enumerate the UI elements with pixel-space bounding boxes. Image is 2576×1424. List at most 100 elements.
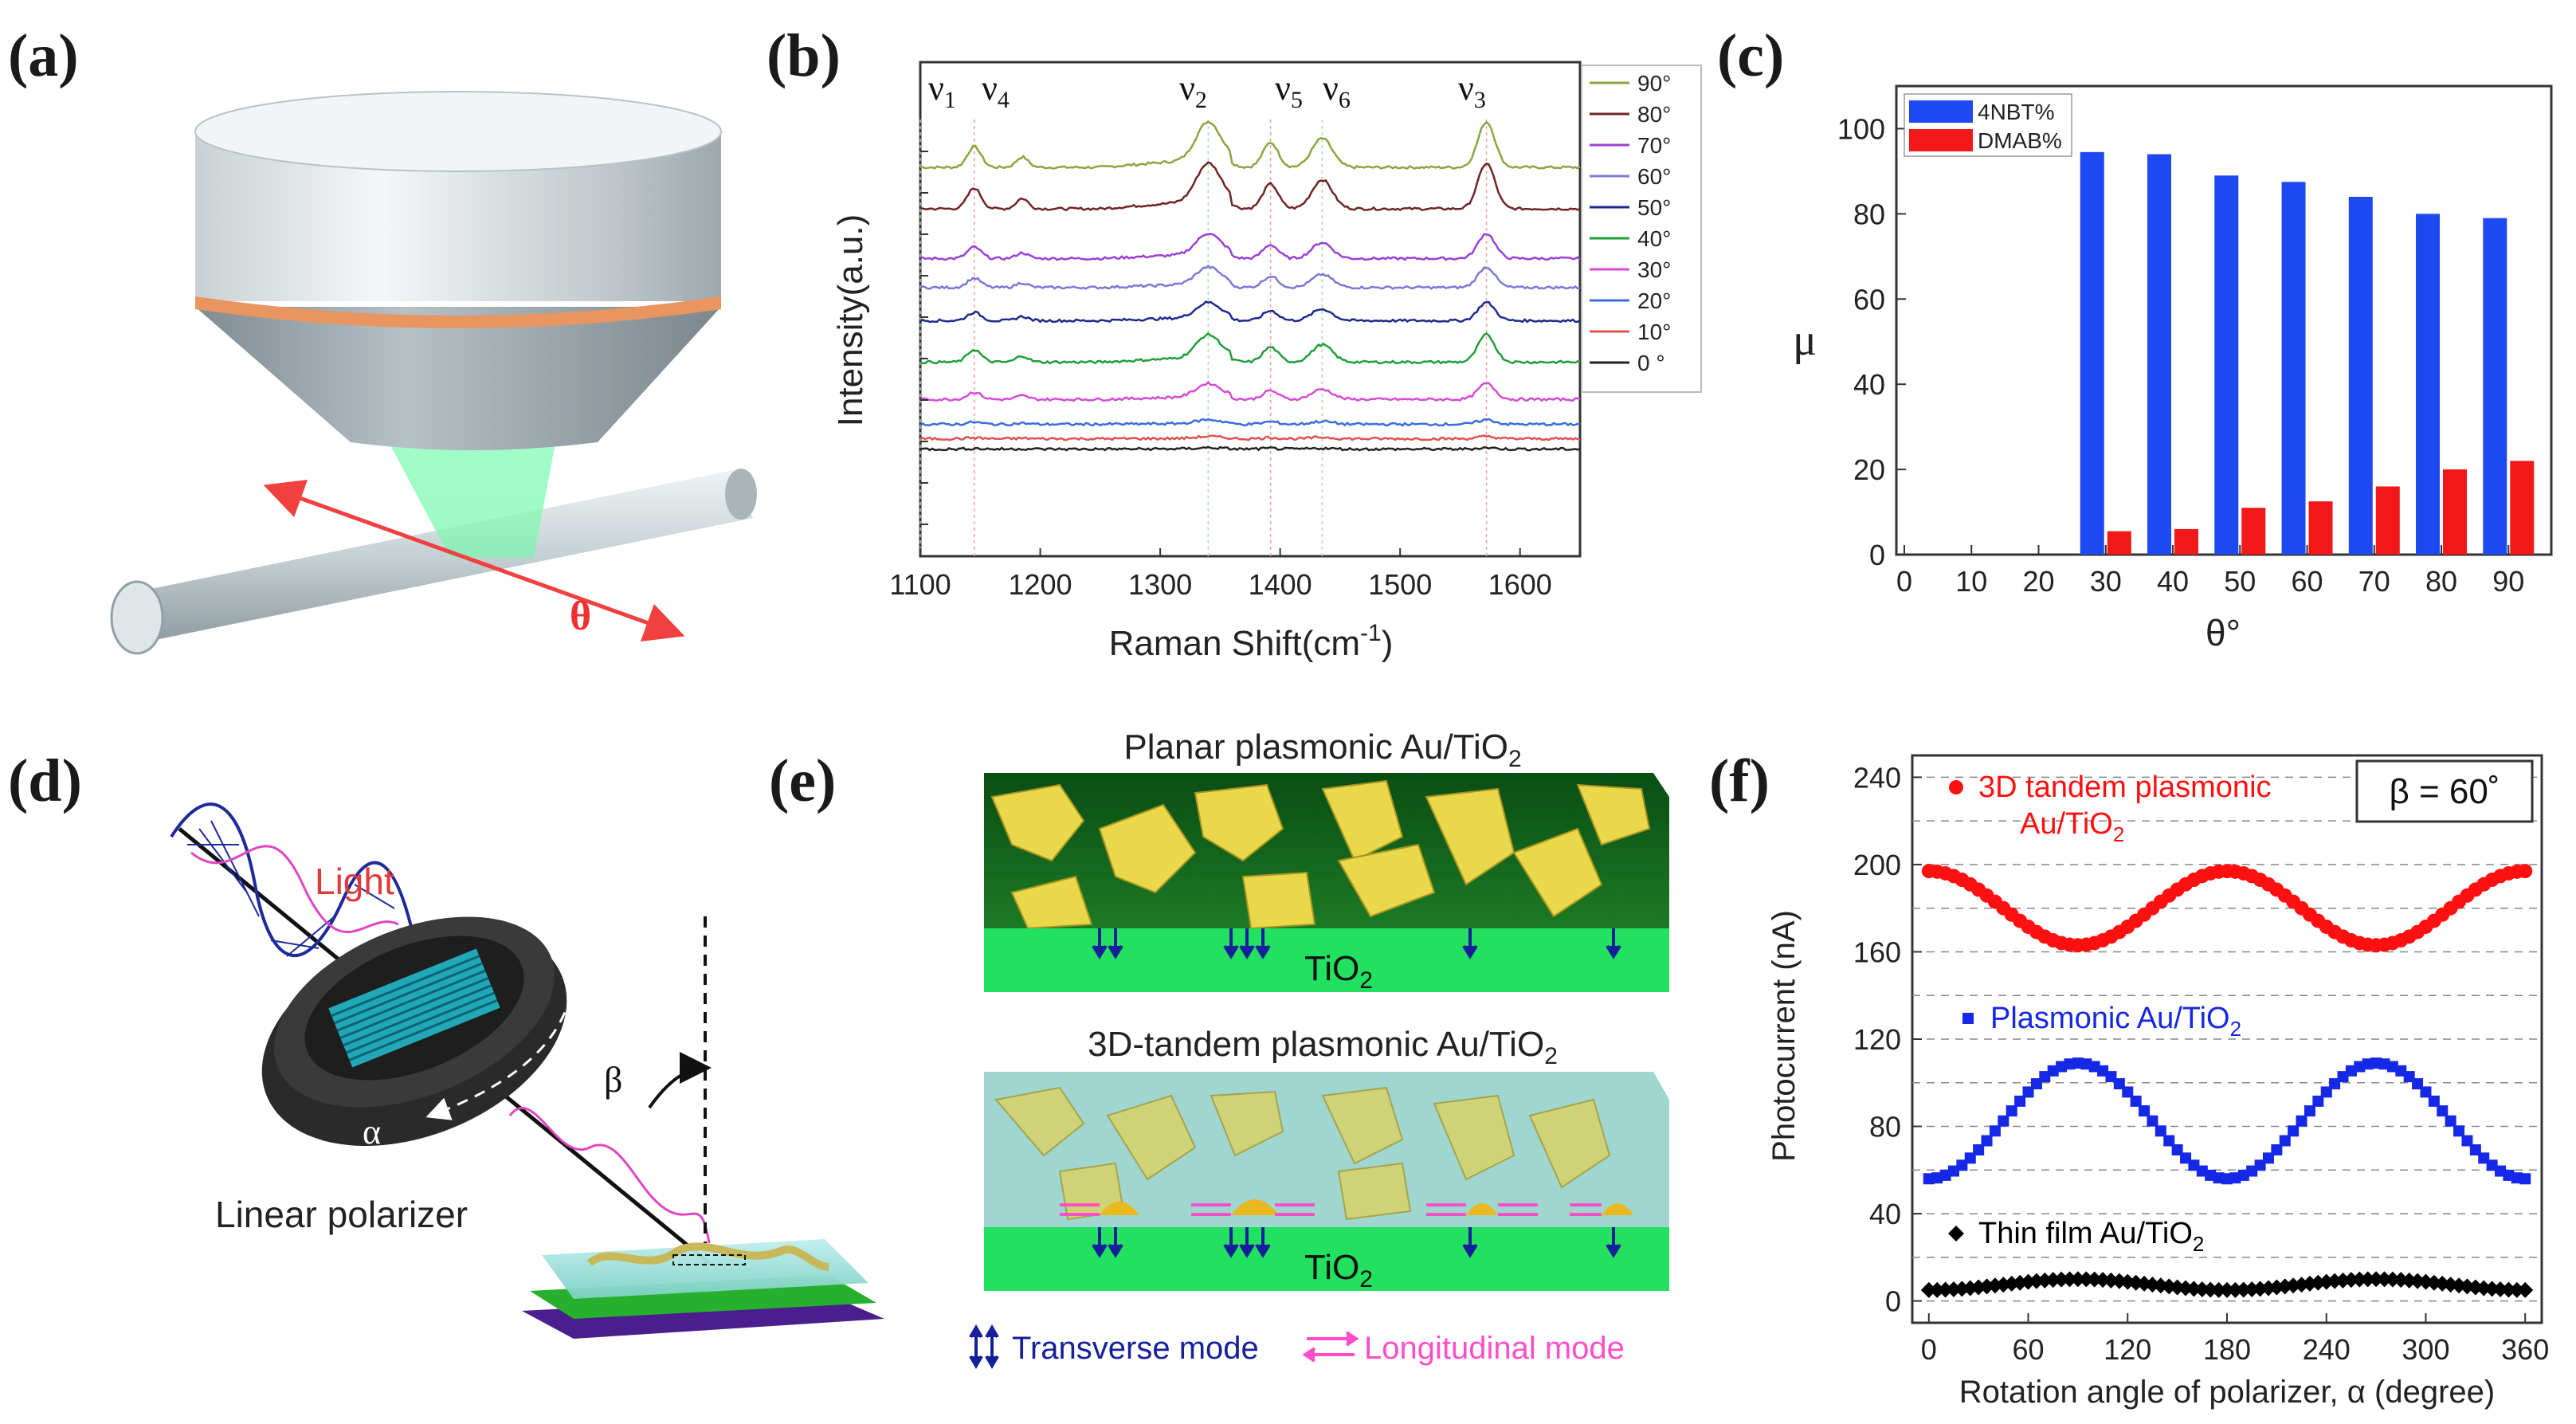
light-wave-pink — [190, 845, 399, 934]
pc-xtick-label: 300 — [2402, 1333, 2449, 1366]
bar-xtick-label: 20 — [2022, 565, 2054, 598]
point-square — [1989, 1125, 2001, 1137]
panel-e: (e) Planar plasmonic Au/TiO2 TiO2 — [769, 728, 1669, 1369]
planar-substrate-sub: 2 — [1359, 967, 1373, 994]
peak-symbol: ν — [982, 69, 998, 108]
point-diamond — [2359, 1271, 2376, 1288]
raman-ylabel: Intensity(a.u.) — [831, 214, 870, 427]
bar-DMAB%-90 — [2510, 461, 2535, 555]
point-square — [1981, 1135, 1993, 1147]
series-label-text: Au/TiO — [2020, 807, 2113, 841]
pc-ytick-label: 40 — [1869, 1198, 1901, 1230]
bar-ylabel: μ — [1793, 316, 1817, 365]
bar-DMAB%-30 — [2107, 531, 2131, 555]
raman-legend-label: 10° — [1637, 320, 1671, 344]
bar-y-ticks: 0 20 40 60 80 100 — [1837, 112, 1906, 571]
point-diamond — [2078, 1271, 2095, 1288]
pc-ytick-label: 120 — [1853, 1023, 1901, 1056]
point-square — [2428, 1095, 2440, 1107]
point-square — [2296, 1115, 2307, 1127]
peak-symbol: ν — [928, 69, 944, 108]
spectrum-90° — [919, 120, 1581, 170]
polarized-wave — [508, 1107, 711, 1244]
raman-xlabel-sup: -1 — [1360, 620, 1382, 646]
point-square — [2420, 1086, 2432, 1098]
panel-a: (a) θ — [8, 22, 757, 655]
transverse-legend-label: Transverse mode — [1012, 1331, 1259, 1366]
pc-xtick-label: 120 — [2104, 1333, 2151, 1366]
raman-xtick-label: 1200 — [1008, 568, 1072, 601]
raman-legend-label: 40° — [1637, 226, 1671, 251]
pc-xtick-label: 60 — [2013, 1333, 2045, 1366]
spectrum-50° — [919, 300, 1581, 324]
raman-xlabel: Raman Shift(cm-1) — [1109, 620, 1394, 663]
planar-substrate-label: TiO2 — [1304, 949, 1373, 994]
photocurrent-x-ticks: 0 60 120 180 240 300 360 — [1921, 1313, 2549, 1366]
pc-xtick-label: 240 — [2303, 1333, 2351, 1366]
pc-ytick-label: 0 — [1885, 1285, 1901, 1318]
point-square — [2122, 1086, 2134, 1098]
bar-xtick-label: 80 — [2425, 565, 2457, 598]
raman-xtick-label: 1500 — [1368, 568, 1432, 601]
point-square — [2445, 1115, 2456, 1127]
raman-xtick-label: 1300 — [1128, 568, 1192, 601]
transverse-legend-icon — [969, 1324, 999, 1369]
bar-DMAB%-50 — [2241, 508, 2266, 555]
peak-subscript: 5 — [1291, 87, 1303, 113]
pc-ytick-label: 80 — [1869, 1111, 1901, 1144]
tandem-title-main: 3D-tandem plasmonic Au/TiO — [1088, 1025, 1544, 1064]
panel-b: (b) ν1 ν4 ν2 ν5 ν6 ν3 1100 1200 1300 1400 1500 160… — [767, 22, 1702, 663]
raman-spectra — [919, 120, 1581, 452]
bar-xtick-label: 40 — [2157, 565, 2189, 598]
light-label: Light — [315, 861, 394, 902]
peak-symbol: ν — [1179, 69, 1195, 108]
bar-ytick-label: 100 — [1837, 112, 1885, 145]
peak-symbol: ν — [1323, 69, 1339, 108]
spectrum-80° — [919, 161, 1581, 211]
peak-label-1: ν4 — [982, 69, 1010, 113]
spectrum-60° — [919, 265, 1581, 290]
photocurrent-xlabel: Rotation angle of polarizer, α (degree) — [1959, 1375, 2495, 1410]
series-label-text: Plasmonic Au/TiO — [1990, 1002, 2230, 1035]
point-square — [2519, 1173, 2531, 1185]
bar-legend-swatch — [1909, 100, 1973, 123]
longitudinal-legend-label: Longitudinal mode — [1364, 1331, 1625, 1366]
point-square — [2461, 1135, 2473, 1147]
raman-y-ticks — [920, 151, 928, 525]
alpha-label: α — [363, 1112, 381, 1151]
bar-DMAB%-70 — [2375, 486, 2400, 555]
point-square — [2288, 1125, 2300, 1137]
spectrum-40° — [919, 331, 1581, 365]
raman-legend-label: 30° — [1637, 257, 1671, 282]
point-square — [2006, 1105, 2017, 1117]
peak-subscript: 6 — [1339, 87, 1351, 113]
longitudinal-legend-icon — [1302, 1331, 1359, 1363]
point-square — [2271, 1144, 2283, 1155]
point-diamond — [2219, 1281, 2235, 1298]
spectrum-0 ° — [919, 445, 1581, 452]
point-square — [2279, 1135, 2291, 1147]
bar-x-ticks: 0 10 20 30 40 50 60 70 80 90 — [1896, 545, 2524, 598]
bar-xlabel: θ° — [2205, 612, 2241, 653]
pc-xtick-label: 360 — [2501, 1333, 2549, 1366]
point-square — [2014, 1095, 2026, 1107]
bar-legend-swatch — [1909, 129, 1973, 151]
raman-legend-label: 50° — [1637, 195, 1671, 220]
panel-b-label: (b) — [767, 22, 841, 89]
peak-subscript: 4 — [998, 87, 1010, 113]
panel-c: (c) 0 20 40 60 80 100 0 10 20 30 40 50 60 70 80 90 4NB… — [1717, 22, 2553, 653]
raman-legend-label: 60° — [1637, 164, 1671, 189]
raman-legend-label: 90° — [1637, 71, 1671, 96]
bar-4NBT%-70 — [2348, 196, 2373, 555]
raman-xlabel-end: ) — [1382, 624, 1394, 663]
bar-4NBT%-90 — [2483, 218, 2507, 555]
panel-f: (f) 0 40 80 120 160 200 240 0 60 120 180 240 300 360… — [1709, 747, 2549, 1410]
tandem-title-sub: 2 — [1544, 1043, 1558, 1069]
raman-xtick-label: 1600 — [1488, 568, 1552, 601]
point-diamond — [2069, 1271, 2086, 1288]
tandem-transverse-arrows — [1092, 1227, 1621, 1258]
pc-xtick-label: 0 — [1921, 1333, 1937, 1366]
point-square — [2147, 1115, 2158, 1127]
series-label: 3D tandem plasmonic — [1978, 771, 2272, 804]
point-diamond — [2508, 1281, 2525, 1298]
